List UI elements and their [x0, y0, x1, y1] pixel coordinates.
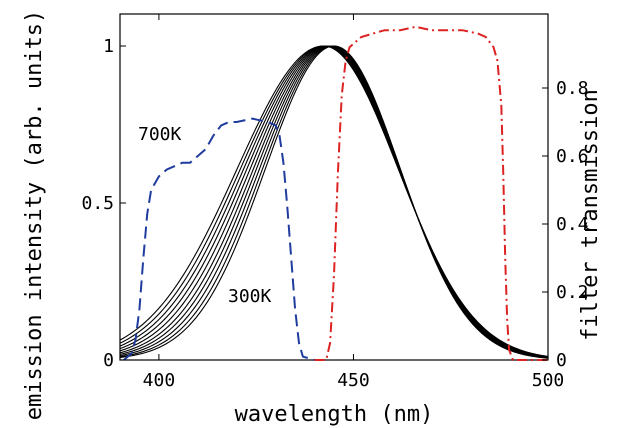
y-right-tick-label: 0.4 — [556, 214, 589, 235]
red-filter-curve — [314, 25, 548, 361]
emission-curve — [119, 45, 549, 359]
emission-curve — [119, 45, 549, 357]
y-tick-label: 0 — [103, 350, 114, 371]
emission-curve — [119, 45, 549, 359]
y-axis-right-label: filter transmission — [578, 89, 603, 341]
annotation-700k: 700K — [138, 124, 182, 145]
y-right-tick-label: 0.2 — [556, 282, 589, 303]
y-tick-label: 1 — [103, 36, 114, 57]
x-tick-label: 450 — [337, 370, 370, 391]
y-tick-label: 0.5 — [81, 193, 114, 214]
x-axis-label: wavelength (nm) — [235, 402, 434, 427]
emission-curve — [119, 45, 549, 358]
y-right-tick-label: 0.6 — [556, 146, 589, 167]
emission-curve — [119, 45, 549, 359]
plot-frame — [119, 13, 549, 361]
y-right-tick-label: 0 — [556, 350, 567, 371]
blue-filter-curve — [123, 117, 315, 361]
x-tick-label: 400 — [143, 370, 176, 391]
emission-curve — [119, 45, 549, 359]
emission-curve — [119, 45, 549, 358]
y-axis-label: emission intensity (arb. units) — [22, 10, 47, 421]
plot-area — [119, 13, 549, 361]
emission-curve — [119, 45, 549, 358]
x-tick-label: 500 — [532, 370, 565, 391]
emission-curve — [119, 45, 549, 358]
emission-curve — [119, 45, 549, 359]
annotation-300k: 300K — [228, 286, 272, 307]
y-right-tick-label: 0.8 — [556, 78, 589, 99]
